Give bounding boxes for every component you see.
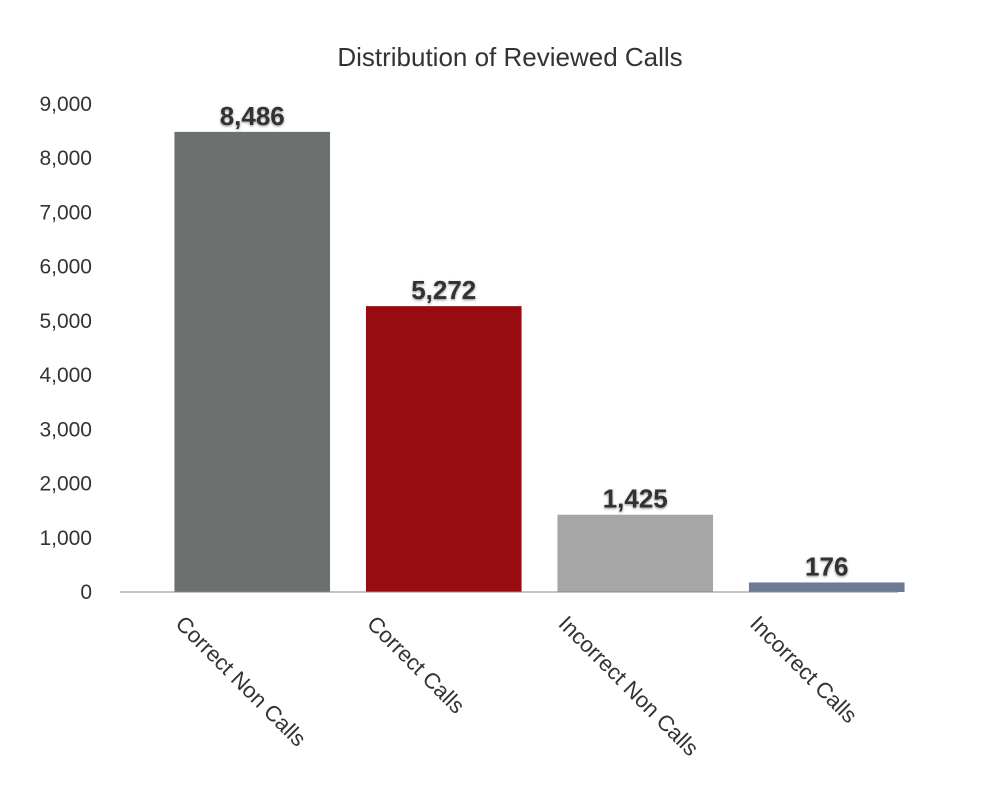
y-tick-label: 6,000 bbox=[39, 256, 92, 279]
bar bbox=[174, 131, 331, 592]
x-axis: Correct Non Calls Correct Calls Incorrect … bbox=[171, 611, 863, 761]
y-tick-label: 9,000 bbox=[39, 93, 92, 116]
x-tick-label: Incorrect Non Calls bbox=[554, 611, 704, 761]
chart-title: Distribution of Reviewed Calls bbox=[337, 42, 682, 72]
data-label-group: 8,486 5,272 1,425 176 bbox=[220, 101, 849, 582]
bar-data-label: 5,272 bbox=[411, 275, 476, 305]
y-axis: 0 1,000 2,000 3,000 4,000 5,000 6,000 7,000 8,00… bbox=[39, 93, 92, 604]
x-tick-label: Correct Calls bbox=[362, 611, 470, 719]
bar-data-label: 8,486 bbox=[220, 101, 285, 131]
y-tick-label: 4,000 bbox=[39, 364, 92, 387]
y-tick-label: 8,000 bbox=[39, 147, 92, 170]
bar-data-label: 1,425 bbox=[603, 484, 668, 514]
y-tick-label: 3,000 bbox=[39, 418, 92, 441]
x-tick-label: Correct Non Calls bbox=[171, 611, 311, 751]
y-tick-label: 7,000 bbox=[39, 201, 92, 224]
y-tick-label: 0 bbox=[80, 581, 92, 604]
bar-data-label: 176 bbox=[805, 551, 848, 581]
bar bbox=[557, 514, 714, 592]
x-tick-label: Incorrect Calls bbox=[745, 611, 862, 728]
bar-group bbox=[174, 131, 905, 592]
y-tick-label: 2,000 bbox=[39, 473, 92, 496]
y-tick-label: 5,000 bbox=[39, 310, 92, 333]
y-tick-label: 1,000 bbox=[39, 527, 92, 550]
bar bbox=[365, 306, 522, 592]
bar bbox=[748, 582, 905, 592]
